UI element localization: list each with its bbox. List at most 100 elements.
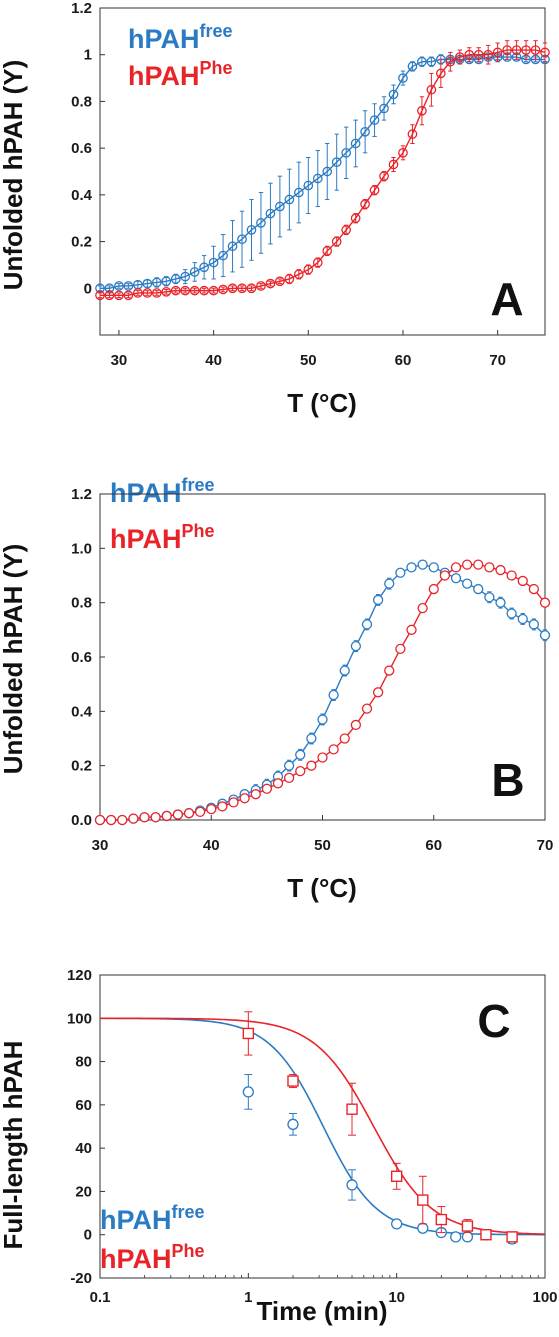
panel-a-data-point [350, 213, 361, 224]
panel-a-data-point [265, 208, 276, 219]
panel-a-data-point [208, 285, 219, 296]
panel-b-data-point [461, 578, 473, 589]
panel-a-data-point [303, 264, 314, 275]
panel-a-xtick-label: 60 [395, 352, 412, 369]
panel-b-data-point [350, 719, 362, 731]
panel-a-data-point [284, 274, 295, 284]
panel-b-data-point [94, 814, 106, 826]
panel-b-data-point [239, 793, 250, 804]
panel-b-data-point [450, 562, 462, 573]
panel-c-data-point [390, 1170, 403, 1182]
panel-c-data-point [506, 1231, 518, 1243]
panel-a-data-point [341, 147, 352, 158]
panel-a-data-point [483, 49, 494, 60]
panel-a-data-point [180, 285, 191, 296]
panel-a-data-point [161, 276, 172, 287]
panel-b-data-point [361, 619, 373, 630]
panel-c-data-point [346, 1179, 358, 1191]
panel-a-ytick-label: 0 [84, 280, 92, 297]
panel-b-data-point [361, 703, 373, 714]
panel-a-ytick-label: 1.2 [71, 0, 92, 17]
panel-a-data-point [511, 45, 522, 55]
panel-b-data-point [283, 772, 295, 784]
panel-a-xtick-label: 40 [205, 352, 222, 369]
panel-a-data-point [473, 49, 484, 60]
panel-a-xlabel: T (°C) [287, 388, 357, 418]
panel-a-data-point [256, 281, 266, 291]
panel-c-series-phe [99, 1011, 546, 1243]
panel-b-ytick-label: 0.0 [71, 812, 92, 829]
panel-b-data-point [473, 583, 484, 595]
panel-c-plot-frame [99, 974, 546, 1279]
panel-a-data-point [189, 285, 200, 296]
panel-c-legend: hPAHfree hPAHPhe [100, 1202, 205, 1274]
panel-b-xtick-label: 60 [425, 837, 442, 854]
panel-a-data-point [265, 278, 276, 289]
panel-a-data-point [492, 47, 503, 58]
panel-b-data-point [484, 592, 495, 603]
panel-b-legend-phe-sup: Phe [182, 521, 215, 541]
panel-a-data-point [256, 218, 266, 228]
panel-b-data-point [183, 808, 195, 819]
panel-a-legend-free-name: hPAH [128, 24, 200, 54]
panel-b-series-free [94, 559, 551, 826]
panel-b-data-point [328, 689, 339, 701]
panel-a-data-point [417, 56, 427, 67]
panel-b-data-point [295, 749, 306, 760]
panel-a-data-point [199, 262, 209, 273]
panel-a-data-point [104, 290, 115, 301]
panel-b-data-point [406, 624, 417, 635]
panel-a-data-point [312, 257, 323, 268]
panel-b: Unfolded hPAH (Y) T (°C) B hPAHfree hPAH… [0, 475, 553, 903]
panel-b-data-point [528, 583, 540, 595]
panel-c-letter: C [477, 995, 510, 1047]
panel-a-data-point [360, 126, 370, 137]
panel-a-series-line-free [100, 56, 545, 289]
panel-c-ytick-label: 100 [67, 1010, 92, 1027]
panel-a-plot-frame [99, 7, 546, 336]
panel-a-data-point [540, 47, 550, 58]
panel-b-ytick-label: 0.8 [71, 595, 92, 612]
panel-a-data-point [341, 225, 352, 235]
panel-b-data-point [250, 789, 261, 800]
panel-a-data-point [350, 138, 361, 149]
panel-b-data-point [461, 559, 473, 570]
panel-c-xlabel: Time (min) [257, 1296, 388, 1326]
panel-a-data-point [151, 288, 162, 298]
panel-a-data-point [293, 187, 304, 198]
panel-a-series-line-phe [100, 49, 546, 296]
panel-b-xtick-label: 70 [537, 837, 554, 854]
panel-b-data-point [339, 733, 350, 744]
panel-c-ytick-label: 80 [75, 1054, 92, 1071]
panel-c-ytick-label: 120 [67, 967, 92, 984]
panel-b-legend-phe: hPAHPhe [110, 521, 215, 554]
panel-b-series-phe [94, 559, 551, 826]
panel-b-data-point [261, 783, 273, 794]
panel-b-data-point [206, 803, 217, 815]
panel-b-data-point [528, 619, 540, 630]
panel-a-data-point [379, 171, 389, 182]
panel-a-ytick-label: 0.8 [71, 93, 92, 110]
panel-a-data-point [369, 185, 380, 196]
panel-c-data-point [450, 1231, 462, 1243]
panel-b-data-point [306, 760, 317, 771]
panel-a-series-phe [95, 40, 550, 301]
panel-a-data-point [293, 269, 304, 280]
panel-c-ytick-label: 40 [75, 1140, 92, 1157]
panel-a-legend-free-sup: free [200, 21, 233, 41]
panel-a-data-point [151, 277, 162, 288]
panel-b-data-point [105, 814, 117, 826]
panel-b-data-point [506, 570, 517, 581]
panel-c-ylabel: Full-length hPAH [0, 1041, 28, 1250]
panel-a-ytick-label: 0.4 [71, 187, 93, 204]
panel-a-data-point [237, 234, 247, 245]
panel-b-legend: hPAHfree hPAHPhe [110, 475, 215, 554]
panel-a-data-point [218, 284, 228, 295]
panel-b-data-point [417, 559, 428, 570]
panel-a-data-point [227, 241, 238, 252]
panel-a-data-point [502, 45, 512, 55]
panel-b-data-point [372, 594, 384, 606]
panel-a-ytick-label: 0.6 [71, 140, 92, 157]
panel-a-legend-phe: hPAHPhe [128, 58, 233, 91]
